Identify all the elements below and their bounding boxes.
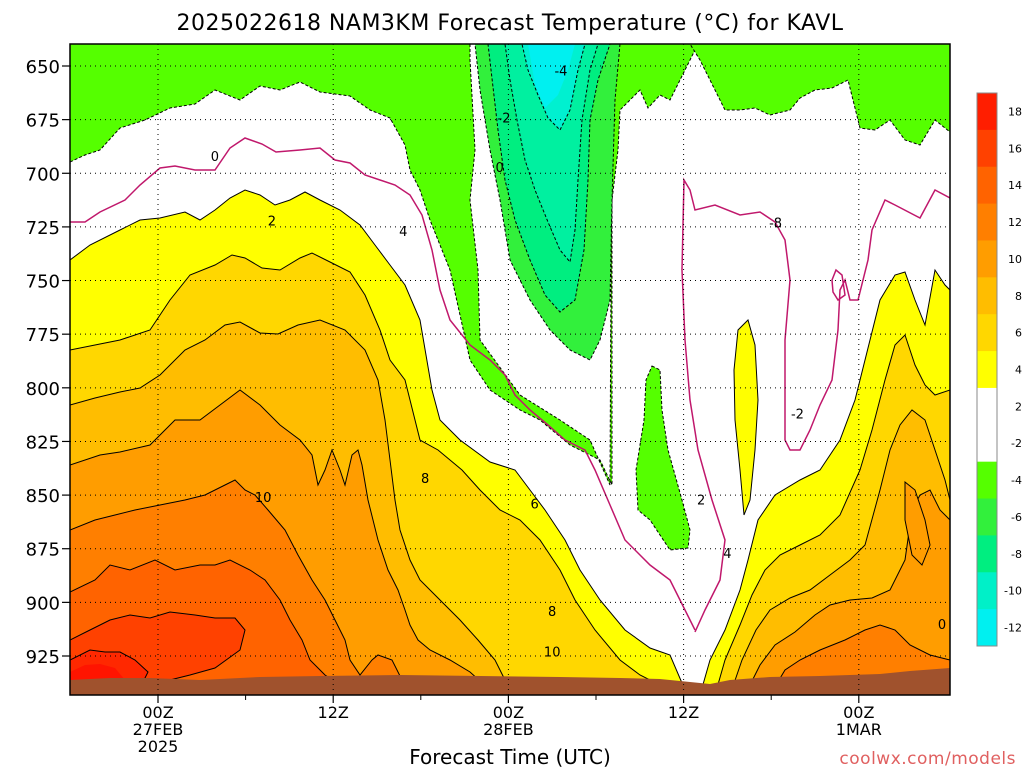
colorbar-label: 4 xyxy=(1015,364,1022,377)
y-tick-label: 850 xyxy=(26,486,60,507)
contour-label: 4 xyxy=(723,547,731,562)
band-warm-10-isolated xyxy=(904,480,931,566)
contour-label: 0 xyxy=(211,150,219,165)
colorbar-label: -10 xyxy=(1004,585,1022,598)
colorbar-swatch xyxy=(977,314,997,352)
plot-frame xyxy=(69,43,951,696)
colorbar-swatch xyxy=(977,277,997,315)
contour-label: -2 xyxy=(498,111,511,126)
contour-label: 2 xyxy=(697,493,705,508)
band-cold-minus2 xyxy=(70,44,699,486)
contour-label: -8 xyxy=(769,217,782,232)
colorbar: 18 16 14 12 10 8 6 4 2 -2 -4 -6 -8 -10 -12 xyxy=(976,92,1022,647)
contour-label: 8 xyxy=(421,472,429,487)
colorbar-swatch xyxy=(977,93,997,131)
y-tick-label: 650 xyxy=(26,57,60,78)
y-tick-label: 775 xyxy=(26,325,60,346)
colorbar-label: 6 xyxy=(1015,327,1022,340)
y-tick-label: 900 xyxy=(26,593,60,614)
colorbar-label: 16 xyxy=(1008,142,1022,155)
colorbar-label: -6 xyxy=(1011,511,1022,524)
colorbar-swatch xyxy=(977,609,997,647)
colorbar-label: -2 xyxy=(1011,437,1022,450)
x-tick-label: 2025 xyxy=(138,737,179,756)
x-tick-label: 1MAR xyxy=(836,720,882,739)
x-axis-label: Forecast Time (UTC) xyxy=(409,745,611,768)
band-warm-2-isolated xyxy=(733,319,759,516)
colorbar-label: 14 xyxy=(1008,179,1022,192)
y-axis: 650 675 700 725 750 775 800 825 850 875 900 925 xyxy=(26,57,70,668)
band-cold-isolated xyxy=(635,365,691,551)
chart-title: 2025022618 NAM3KM Forecast Temperature (… xyxy=(176,11,843,36)
colorbar-swatch xyxy=(977,498,997,536)
band-cold-minus12 xyxy=(528,44,575,108)
zero-isotherm-loop xyxy=(831,268,846,302)
colorbar-swatch xyxy=(977,535,997,573)
band-cold-minus8 xyxy=(504,44,599,264)
x-tick-label: 00Z xyxy=(493,703,524,722)
contour-label: -4 xyxy=(554,64,567,79)
contour-label: 10 xyxy=(544,646,561,661)
colorbar-swatch xyxy=(977,461,997,500)
contour-label: 0 xyxy=(938,618,946,633)
zero-isotherm-line xyxy=(70,137,696,631)
colorbar-swatch xyxy=(977,424,997,463)
colorbar-label: 2 xyxy=(1015,400,1022,413)
colorbar-swatch xyxy=(977,351,997,389)
contour-label: 0 xyxy=(495,161,503,176)
colorbar-label: 18 xyxy=(1008,105,1022,118)
colorbar-label: -8 xyxy=(1011,548,1022,561)
colorbar-swatch xyxy=(977,387,997,426)
contour-label: -2 xyxy=(791,408,804,423)
y-tick-label: 800 xyxy=(26,379,60,400)
colorbar-label: 8 xyxy=(1015,290,1022,303)
contour-label: 10 xyxy=(255,491,272,506)
contour-label: 4 xyxy=(399,225,407,240)
colorbar-swatch xyxy=(977,129,997,168)
ground-terrain xyxy=(70,668,950,695)
colorbar-label: 10 xyxy=(1008,253,1022,266)
plot-area xyxy=(70,44,950,695)
x-tick-label: 00Z xyxy=(142,703,173,722)
colorbar-swatch xyxy=(977,240,997,278)
x-tick-label: 12Z xyxy=(318,703,349,722)
colorbar-label: -12 xyxy=(1004,622,1022,635)
y-tick-label: 875 xyxy=(26,540,60,561)
contour-label: 8 xyxy=(548,605,556,620)
zero-isotherm-line-right xyxy=(681,177,950,633)
y-tick-label: 700 xyxy=(26,164,60,185)
credit-text: coolwx.com/models xyxy=(839,749,1016,768)
colorbar-swatch xyxy=(977,203,997,241)
grid-lines xyxy=(70,44,950,695)
colorbar-label: -4 xyxy=(1011,474,1022,487)
contour-label: 2 xyxy=(268,214,276,229)
x-tick-label: 27FEB xyxy=(133,720,184,739)
contour-label: 6 xyxy=(531,498,539,513)
y-tick-label: 925 xyxy=(26,647,60,668)
colorbar-frame xyxy=(976,92,998,647)
x-tick-label: 12Z xyxy=(668,703,699,722)
y-tick-label: 675 xyxy=(26,111,60,132)
y-tick-label: 725 xyxy=(26,218,60,239)
colorbar-label: 12 xyxy=(1008,216,1022,229)
x-tick-label: 00Z xyxy=(843,703,874,722)
y-tick-label: 750 xyxy=(26,272,60,293)
colorbar-swatch xyxy=(977,166,997,205)
colorbar-swatch xyxy=(977,572,997,610)
y-tick-label: 825 xyxy=(26,432,60,453)
x-tick-label: 28FEB xyxy=(483,720,534,739)
